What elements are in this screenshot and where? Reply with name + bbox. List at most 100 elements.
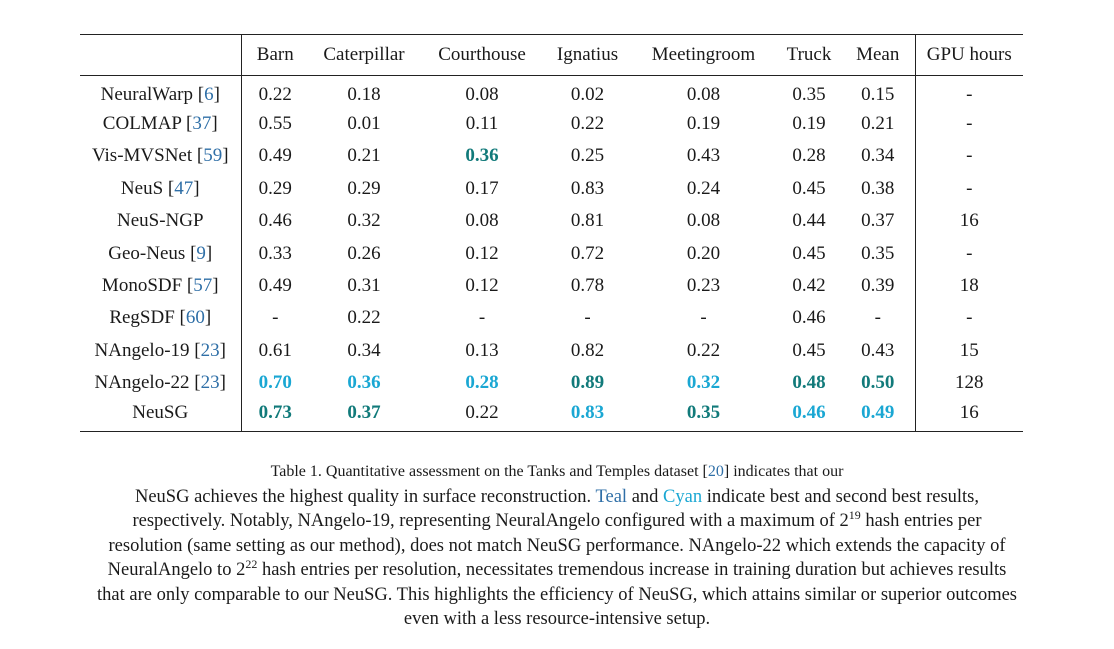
value-text: 0.28 [792,145,826,167]
caption-line-4: resolution (same setting as our method),… [108,535,1006,556]
value-cell: 0.49 [841,399,916,433]
value-cell: 0.12 [419,237,545,269]
value-text: 0.17 [465,177,499,199]
value-text: 0.55 [258,113,292,135]
method-name: NeuS-NGP [116,210,204,232]
caption-text: respectively. Notably, NAngelo-19, repre… [132,511,849,531]
value-text: 0.37 [861,210,895,232]
value-cell: - [915,140,1023,172]
value-cell: 0.44 [777,205,841,237]
method-cell: NeuS-NGP [80,205,242,238]
value-cell: 0.83 [545,399,630,433]
value-cell: 0.82 [545,335,630,367]
value-cell: 0.37 [841,205,916,238]
value-cell: - [915,173,1023,205]
value-text: 0.49 [258,145,292,167]
value-text: - [584,307,591,329]
method-cell: COLMAP [37] [80,107,242,141]
value-cell: 18 [915,270,1023,302]
value-cell: - [915,108,1023,140]
value-text: 0.50 [861,372,895,394]
value-text: 0.15 [861,83,895,105]
caption-line-5: NeuralAngelo to 222 hash entries per res… [30,558,1084,583]
caption-text: NeuralAngelo to 2 [107,560,246,580]
caption-text: NeuSG achieves the highest quality in su… [134,486,596,507]
method-name: MonoSDF [101,275,183,297]
value-cell: 0.08 [419,205,545,237]
value-cell: 128 [915,367,1023,399]
caption-cyan-word: Cyan [663,486,703,507]
method-name: NeuSG [132,402,189,424]
table-row: NeuS-NGP 0.46 0.32 0.08 0.81 0.08 0.44 0.37 16 [80,205,1023,238]
caption-label-end: ] indicates that our [723,463,844,480]
citation-link[interactable]: 60 [185,307,205,329]
value-text: - [966,242,973,264]
caption-citation[interactable]: 20 [707,463,724,480]
value-cell: 0.21 [309,140,419,172]
value-text: 0.35 [792,83,826,105]
value-cell: 0.19 [630,108,777,140]
table-row: NAngelo-22 [23] 0.70 0.36 0.28 0.89 0.32 0.48 0… [80,367,1023,400]
value-text: 0.43 [686,145,721,167]
value-text: - [478,307,486,329]
method-name: Vis-MVSNet [91,145,193,167]
citation-link[interactable]: 57 [193,275,213,297]
value-cell: 0.89 [545,367,630,399]
method-cell: Vis-MVSNet [59] [80,140,242,173]
citation-link[interactable]: 23 [200,339,220,361]
value-cell: 0.81 [545,205,630,237]
value-text: 0.45 [792,339,826,361]
header-ignatius: Ignatius [545,34,630,76]
value-text: 0.08 [465,210,499,232]
method-name: NeuS [120,177,164,199]
value-text: 0.29 [258,177,292,199]
table-body: NeuralWarp [6] 0.22 0.18 0.08 0.02 0.08 0.35 0.… [80,75,1023,433]
value-text: - [272,307,279,329]
caption-line-6: that are only comparable to our NeuSG. T… [97,584,1017,605]
header-mean: Mean [841,34,916,76]
value-text: 0.36 [347,372,381,394]
value-text: 0.22 [347,307,381,329]
value-cell: 0.39 [841,269,916,303]
value-text: 0.13 [465,339,499,361]
value-cell: - [915,76,1023,108]
value-cell: 0.45 [777,335,841,367]
caption-line-7: even with a less resource-intensive setu… [403,609,711,629]
value-text: 0.22 [570,113,605,135]
value-cell: 0.73 [241,399,309,433]
value-cell: - [915,237,1023,269]
value-text: 0.01 [347,113,381,135]
value-text: 0.28 [465,372,499,394]
value-text: 0.35 [861,242,895,264]
caption-line-2: NeuSG achieves the highest quality in su… [30,485,1084,510]
value-text: 0.12 [465,275,499,297]
value-text: 0.43 [861,339,895,361]
value-text: 0.22 [258,83,292,105]
value-text: 0.26 [347,242,381,264]
value-text: 0.42 [792,275,826,297]
value-cell: 0.36 [309,367,419,399]
caption-label: Table 1. Quantitative assessment on the … [270,463,708,480]
value-cell: 15 [915,335,1023,367]
value-cell: 16 [915,205,1023,237]
value-text: 0.83 [570,402,605,424]
citation-link[interactable]: 23 [200,372,220,394]
citation-link[interactable]: 6 [204,83,214,105]
value-cell: 0.43 [841,334,916,368]
value-text: 0.08 [686,83,721,105]
value-cell: 0.18 [309,76,419,108]
citation-link[interactable]: 37 [192,113,212,135]
value-text: 0.46 [792,307,826,329]
value-text: 0.89 [570,372,605,394]
value-cell: 0.28 [419,367,545,399]
caption-text: and [627,486,664,507]
citation-link[interactable]: 47 [174,177,194,199]
method-cell: NeuralWarp [6] [80,75,242,108]
citation-link[interactable]: 9 [196,242,206,264]
method-name: NAngelo-22 [94,372,190,394]
value-text: 0.37 [347,402,381,424]
citation-link[interactable]: 59 [203,145,223,167]
value-text: 0.29 [347,177,381,199]
value-text: 0.35 [686,402,721,424]
value-text: 0.08 [465,83,499,105]
